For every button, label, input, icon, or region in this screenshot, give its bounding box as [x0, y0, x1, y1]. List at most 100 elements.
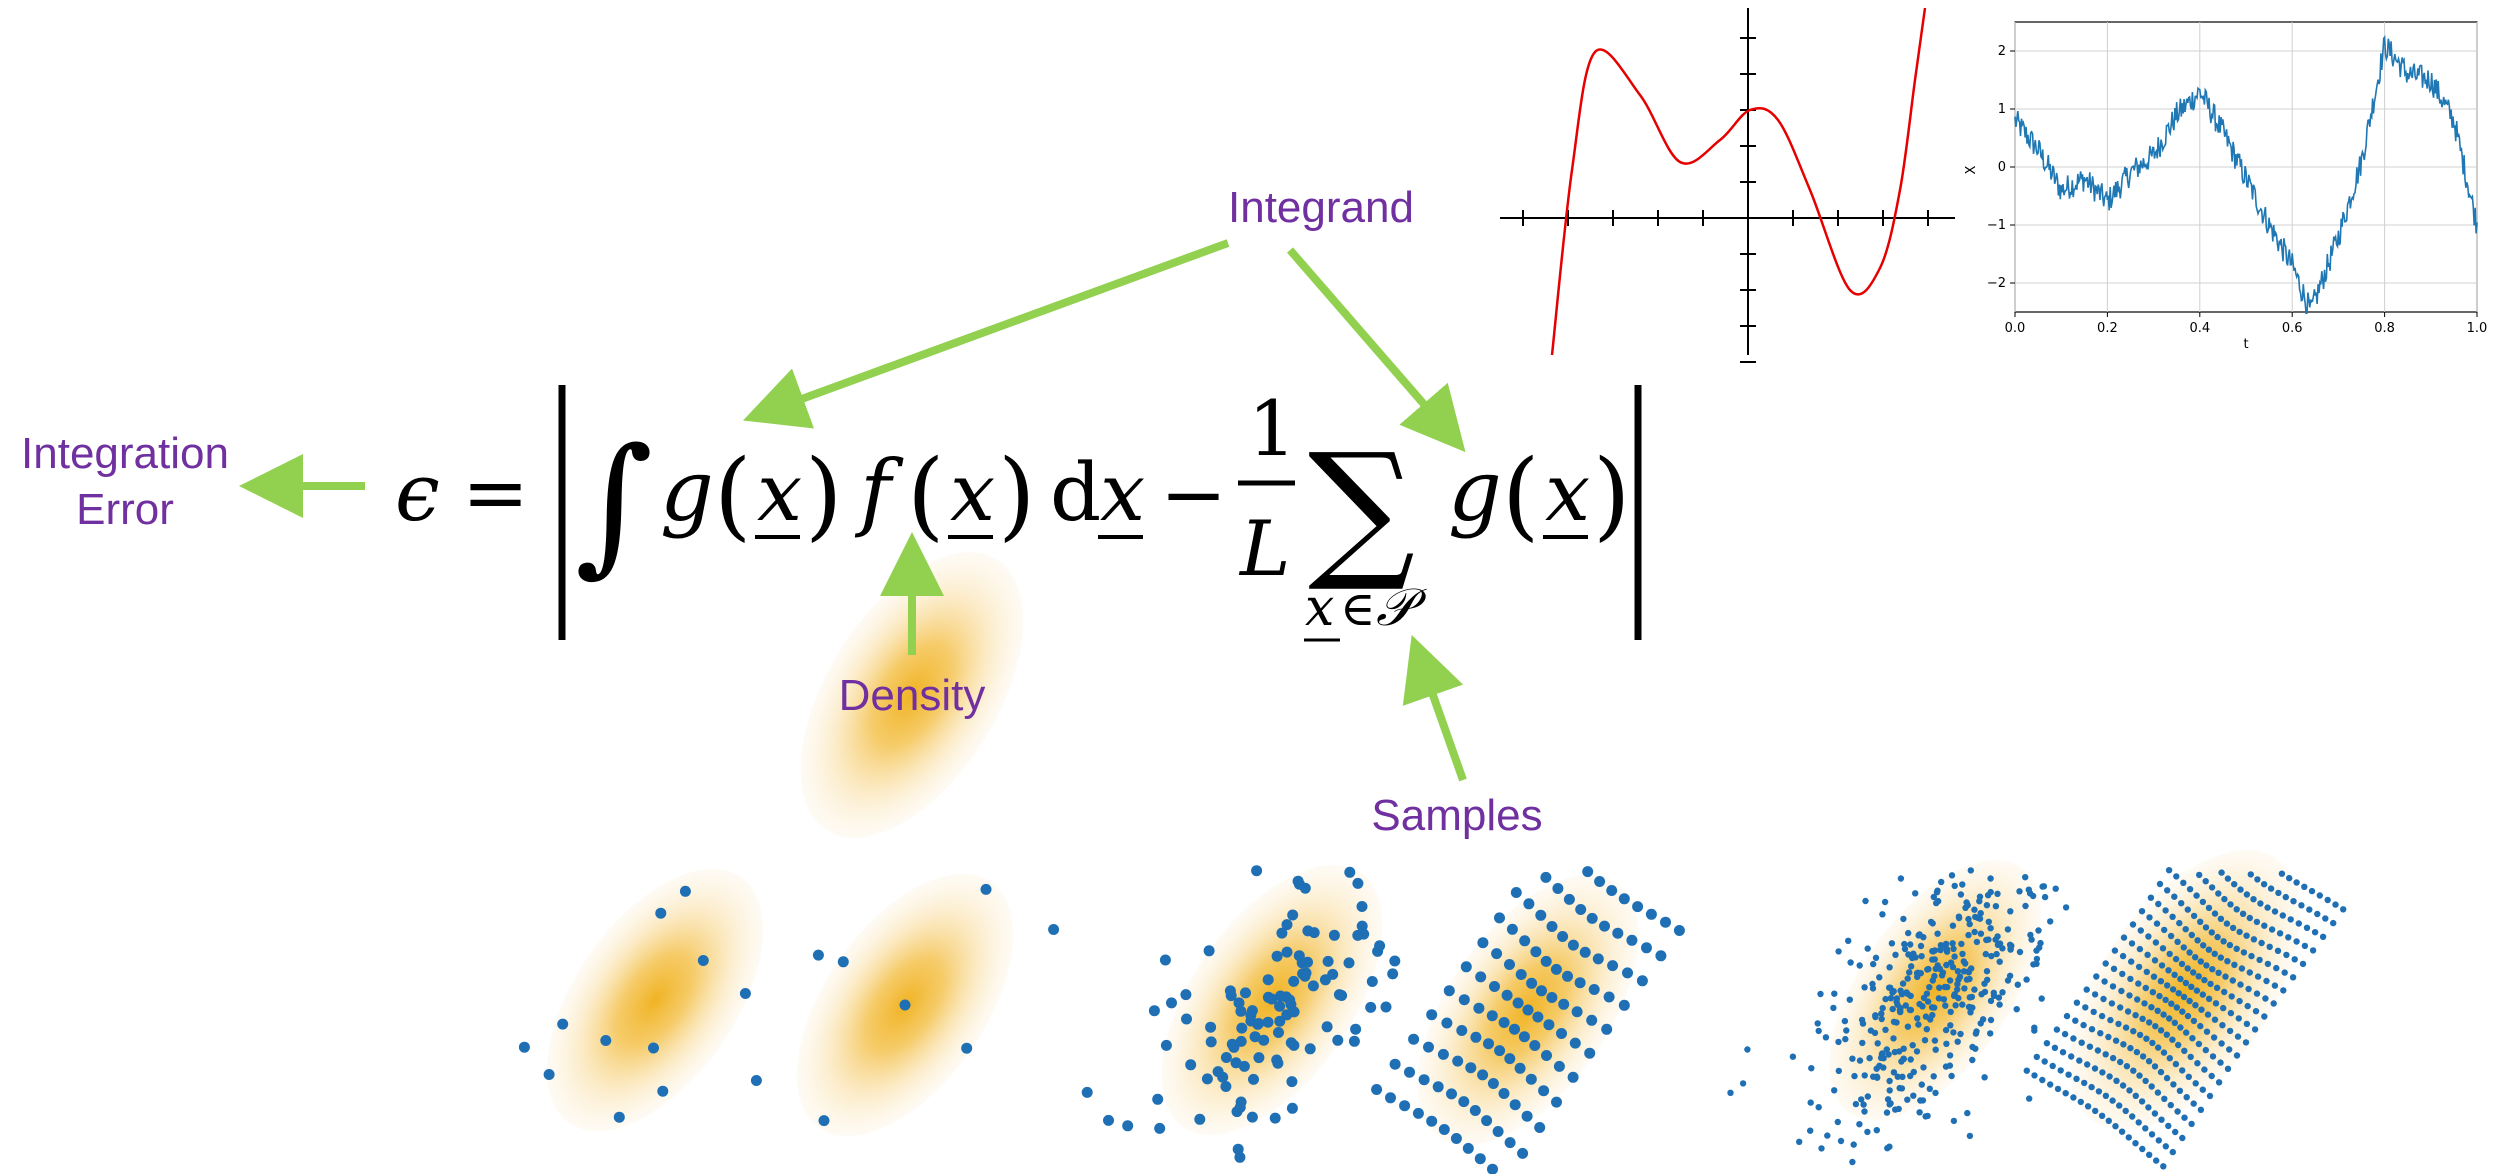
sample-point	[2145, 1058, 2153, 1065]
sample-point	[2218, 1040, 2225, 1047]
sample-point	[1949, 922, 1957, 929]
sample-point	[2159, 945, 2167, 952]
sample-point	[1943, 945, 1951, 953]
sample-point	[1727, 1089, 1734, 1097]
sample-point	[1203, 945, 1215, 957]
sample-point	[1867, 1027, 1875, 1034]
sample-point	[1586, 1014, 1598, 1026]
sample-point	[2179, 1134, 2186, 1142]
sample-point	[1831, 1087, 1838, 1094]
sample-point	[1985, 936, 1992, 943]
sample-point	[2299, 960, 2307, 968]
sample-point	[1557, 931, 1569, 942]
sample-point	[1477, 937, 1489, 949]
sample-point	[2126, 992, 2133, 999]
sample-point	[1922, 1013, 1930, 1020]
sample-point	[2293, 879, 2300, 886]
sample-point	[1588, 984, 1600, 995]
sample-point	[2117, 1004, 2124, 1011]
sample-point	[1739, 1080, 1747, 1087]
sample-point	[2177, 1024, 2184, 1031]
sample-point	[1288, 975, 1300, 987]
sample-point	[1460, 961, 1472, 973]
sample-point	[2206, 1092, 2214, 1100]
sample-point	[1873, 1127, 1881, 1134]
sample-point	[1966, 920, 1973, 928]
sample-point	[2181, 1114, 2188, 1121]
sample-point	[2162, 907, 2169, 914]
sample-point	[1955, 913, 1963, 920]
sample-point	[1603, 991, 1615, 1003]
sample-point	[1964, 902, 1971, 909]
sample-point	[2273, 964, 2280, 972]
sample-point	[2186, 886, 2194, 893]
sample-point	[2186, 949, 2193, 956]
sample-point	[1281, 946, 1293, 958]
sample-point	[1892, 951, 1899, 958]
sample-point	[2078, 1039, 2085, 1046]
sample-point	[2246, 969, 2253, 976]
sample-point	[2179, 1067, 2186, 1074]
sample-point	[1262, 1016, 1274, 1028]
sample-point	[2202, 1046, 2209, 1054]
sample-point	[1966, 994, 1974, 1001]
sample-point	[2195, 973, 2202, 980]
sample-point	[1492, 1126, 1504, 1137]
sample-point	[2059, 1049, 2067, 1056]
sample-point	[1878, 1010, 1885, 1017]
sample-point	[1550, 963, 1562, 975]
sample-point	[2290, 898, 2297, 905]
sample-point	[2141, 1000, 2148, 1007]
sample-point	[1380, 1001, 1392, 1013]
sample-point	[1907, 1056, 1914, 1063]
sample-point	[1579, 946, 1591, 958]
sample-point	[2264, 904, 2271, 911]
sample-point	[2151, 957, 2159, 964]
sample-point	[1281, 919, 1293, 931]
sample-point	[2182, 979, 2190, 987]
walk-x-tick-label: 1.0	[2467, 321, 2488, 336]
sample-point	[2233, 906, 2240, 913]
sample-point	[1514, 1062, 1526, 1074]
sample-point	[2184, 965, 2191, 972]
sample-point	[2047, 1081, 2054, 1088]
sample-point	[1987, 1016, 1995, 1024]
sample-point	[1966, 1132, 1974, 1140]
sample-point	[1951, 882, 1958, 890]
sample-point	[2102, 960, 2109, 967]
sample-point	[2077, 1098, 2084, 1106]
sample-point	[2151, 1110, 2159, 1117]
sample-point	[1523, 898, 1535, 910]
sample-point	[1234, 1151, 1246, 1163]
sample-point	[1864, 945, 1871, 952]
sample-point	[2242, 1039, 2250, 1046]
sample-point	[2263, 977, 2270, 985]
sample-point	[2151, 1063, 2159, 1070]
sample-point	[1641, 942, 1652, 954]
sample-point	[1930, 893, 1938, 901]
sample-point	[2137, 927, 2144, 934]
g-symbol-1: g	[660, 442, 714, 540]
sample-point	[2065, 1071, 2072, 1078]
sample-point	[1932, 1046, 1939, 1053]
sample-point	[2138, 1098, 2146, 1105]
sample-point	[2306, 906, 2313, 913]
sample-point	[1321, 1021, 1333, 1033]
sample-point	[2124, 1008, 2132, 1015]
sum-subscript-x: x	[1305, 578, 1334, 638]
sample-point	[1987, 997, 1995, 1005]
sample-point	[1846, 996, 1854, 1003]
sample-point	[1504, 1137, 1516, 1149]
sample-point	[2116, 1102, 2123, 1109]
sample-point	[2095, 1088, 2103, 1095]
sample-point	[1895, 1105, 1902, 1113]
sample-point	[1973, 938, 1981, 946]
sample-point	[1935, 897, 1942, 905]
sample-point	[2293, 938, 2300, 945]
sample-point	[679, 885, 691, 897]
sample-point	[2309, 947, 2317, 954]
sample-point	[2274, 947, 2282, 954]
sample-point	[1907, 941, 1914, 948]
integration-error-label-line1: Integration	[21, 429, 229, 478]
sample-point	[1607, 960, 1619, 972]
